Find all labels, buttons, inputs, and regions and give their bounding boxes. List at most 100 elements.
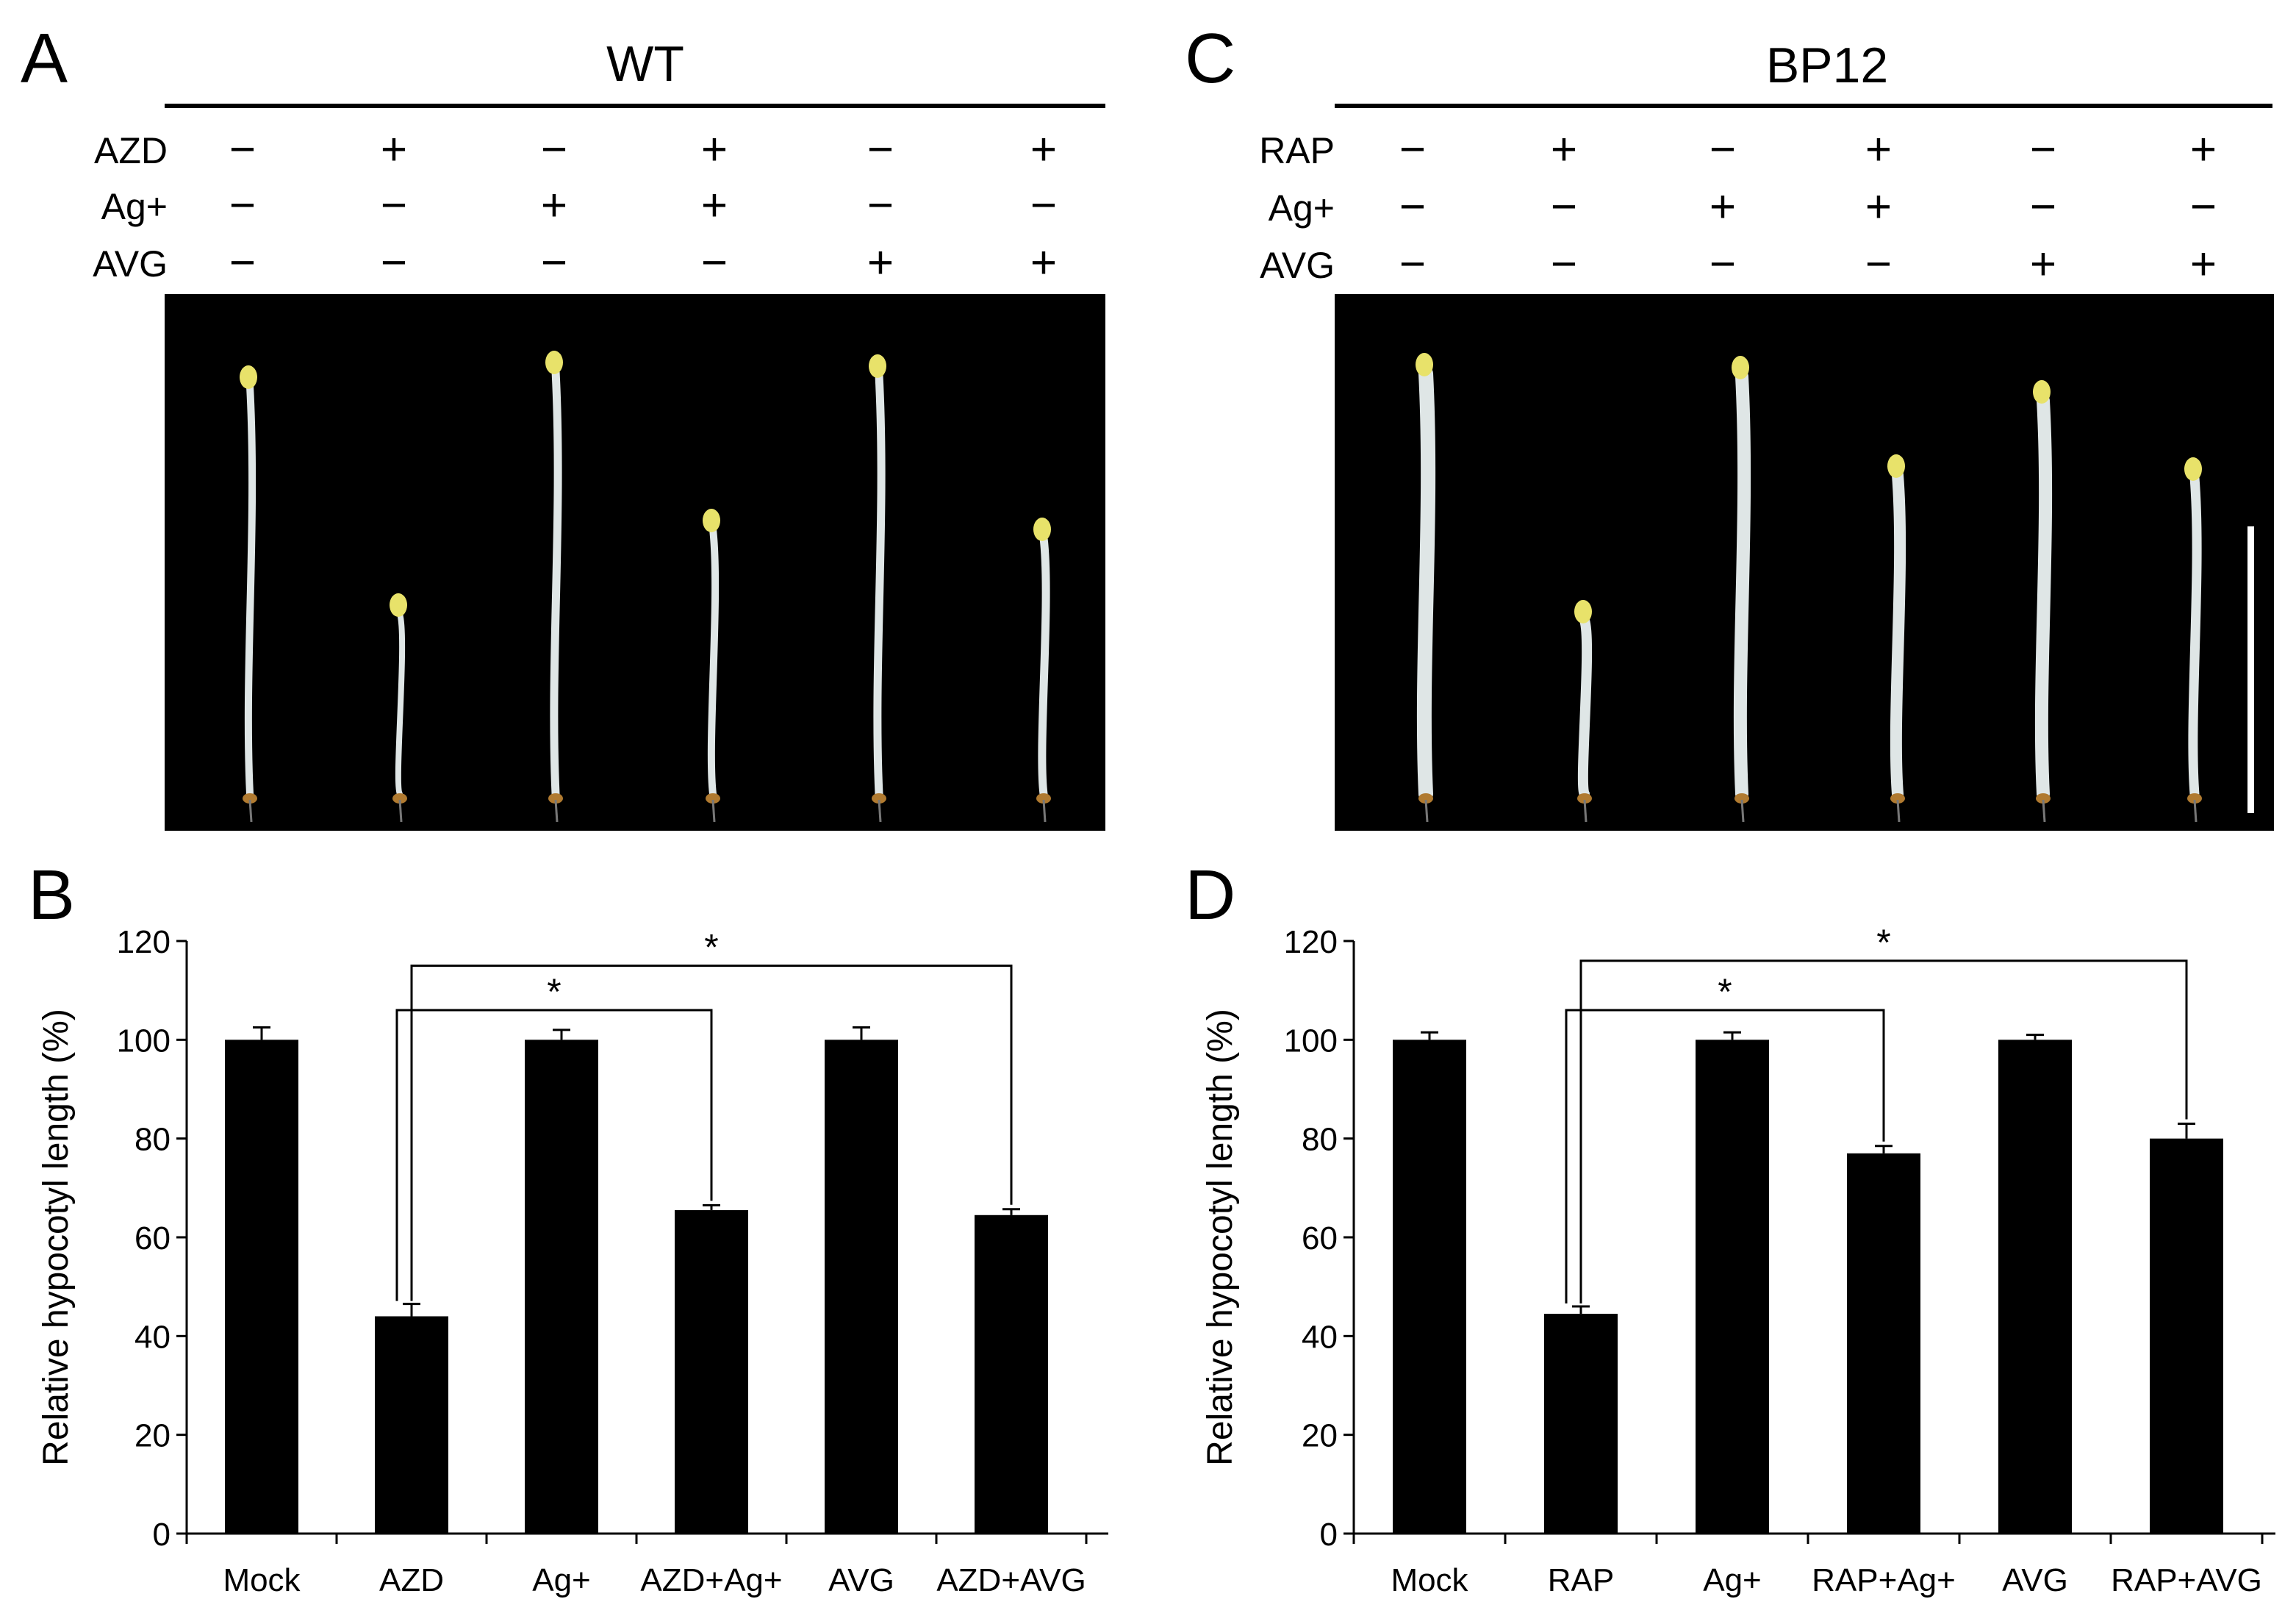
y-tick-label: 40 [134,1319,171,1355]
cotyledon [2184,457,2202,481]
root [398,799,403,823]
seedling-c-3 [1887,454,1906,823]
treatment-sign-c-2-0: − [1399,239,1426,290]
hypocotyl [395,611,406,797]
treatment-sign-c-1-5: − [2190,182,2217,232]
treatment-sign-c-0-0: − [1399,124,1426,175]
photo-background-c [1335,294,2274,831]
treatment-label-c-2: AVG [1260,245,1335,286]
treatment-label-a-1: Ag+ [101,186,168,227]
bar-d-2 [1696,1040,1769,1534]
scale-bar [2247,526,2254,813]
treatment-sign-a-2-4: + [867,237,894,288]
significance-bracket-d-0 [1565,1009,1885,1304]
x-tick-label-d-1: RAP [1548,1562,1614,1598]
significance-bracket-d-1 [1579,959,2188,1304]
x-tick-label-d-0: Mock [1391,1562,1468,1598]
root [248,799,253,823]
y-tick-label: 60 [1302,1220,1338,1256]
seed-coat [548,793,563,804]
significance-star-d-0: * [1718,971,1732,1012]
treatment-sign-a-1-0: − [229,180,256,231]
y-tick-label: 100 [1284,1023,1338,1059]
hypocotyl [550,367,562,798]
cotyledon [390,593,407,617]
cotyledon [703,509,720,532]
seed-coat [1890,793,1905,804]
x-tick-label-b-4: AVG [828,1562,894,1598]
cotyledon [2033,380,2051,404]
y-tick-label: 20 [134,1418,171,1454]
bar-b-0 [225,1040,298,1534]
cotyledon [545,351,563,374]
seedling-a-2 [545,351,563,823]
x-tick-label-d-5: RAP+AVG [2111,1562,2262,1598]
seedling-c-2 [1732,356,1751,823]
treatment-sign-a-2-1: − [381,237,407,288]
root [1740,799,1745,823]
seedling-a-0 [240,365,257,823]
treatment-sign-a-2-0: − [229,237,256,288]
cotyledon [1732,356,1749,379]
y-tick-label: 80 [1302,1122,1338,1158]
y-tick-label: 80 [134,1122,171,1158]
treatment-sign-c-0-5: + [2190,124,2217,175]
treatment-sign-c-1-1: − [1551,182,1577,232]
hypocotyl [873,371,886,798]
x-tick-label-d-4: AVG [2002,1562,2068,1598]
panel-a-photo [165,294,1105,831]
treatment-sign-a-0-1: + [381,124,407,175]
significance-bracket-b-1 [410,965,1013,1301]
treatment-sign-c-0-3: + [1865,124,1892,175]
treatment-sign-a-1-4: − [867,180,894,231]
y-axis-label: Relative hypocotyl length (%) [37,1009,76,1466]
y-tick-label: 60 [134,1220,171,1256]
x-tick-label-b-0: Mock [223,1562,301,1598]
treatment-label-a-2: AVG [93,243,168,285]
treatment-label-a-0: AZD [94,130,168,171]
bar-d-3 [1847,1153,1920,1534]
treatment-sign-a-1-1: − [381,180,407,231]
panel-a-treatment-table: AZD − + − + − +Ag+ − − + + − −AVG − − − − + + [93,124,1057,288]
seedling-c-5 [2184,457,2202,823]
seed-coat [2036,793,2051,804]
treatment-sign-c-0-1: + [1551,124,1577,175]
bar-b-1 [375,1316,448,1534]
seed-coat [392,793,407,804]
y-tick-label: 0 [153,1517,171,1553]
treatment-sign-c-2-5: + [2190,239,2217,290]
seed-coat [243,793,257,804]
cotyledon [1887,454,1905,478]
significance-bracket-b-0 [395,1009,713,1301]
panel-a-title: WT [606,36,684,92]
seedling-c-4 [2033,380,2053,823]
treatment-label-c-1: Ag+ [1269,187,1335,229]
chart-b: 0 20 40 60 80 100 120 Relative hypocotyl length… [37,924,1108,1598]
hypocotyl [2188,473,2202,799]
seed-coat [1577,793,1592,804]
bar-b-5 [975,1215,1048,1534]
panel-letter-b: B [28,856,75,934]
hypocotyl [1733,370,1751,801]
root [2042,799,2046,823]
seedling-c-0 [1416,353,1436,823]
root [878,799,882,823]
treatment-sign-c-0-2: − [1710,124,1736,175]
hypocotyl [1038,534,1050,798]
treatment-sign-a-2-2: − [541,237,567,288]
treatment-sign-a-0-2: − [541,124,567,175]
y-tick-label: 0 [1320,1517,1338,1553]
bar-d-1 [1544,1314,1618,1534]
x-tick-label-b-3: AZD+Ag+ [640,1562,782,1598]
y-tick-label: 120 [117,924,171,960]
hypocotyl [1416,366,1436,801]
cotyledon [1574,600,1592,623]
treatment-sign-a-2-3: − [701,237,728,288]
panel-letter-d: D [1185,856,1235,934]
x-tick-label-d-3: RAP+Ag+ [1812,1562,1956,1598]
panel-letter-c: C [1185,19,1235,98]
treatment-sign-c-1-4: − [2030,182,2056,232]
panel-letter-a: A [21,19,68,98]
hypocotyl [707,526,720,798]
